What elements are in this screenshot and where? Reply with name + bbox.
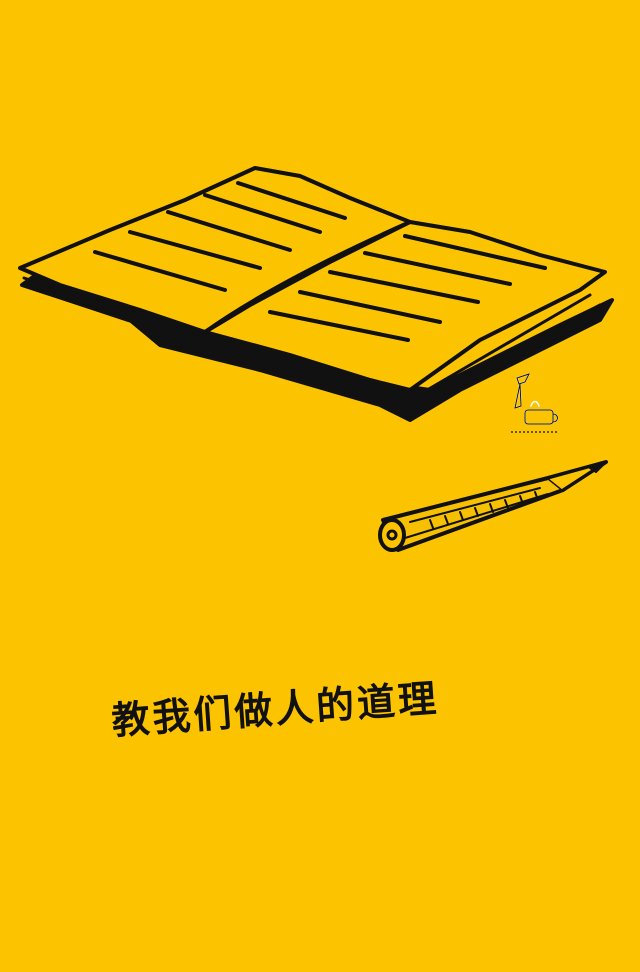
illustration [18,166,614,552]
pencil-icon [378,460,608,552]
coffee-cup-watermark-icon [511,372,559,433]
caption-text: 教我们做人的道理 [110,676,441,743]
open-book-icon [18,166,614,422]
